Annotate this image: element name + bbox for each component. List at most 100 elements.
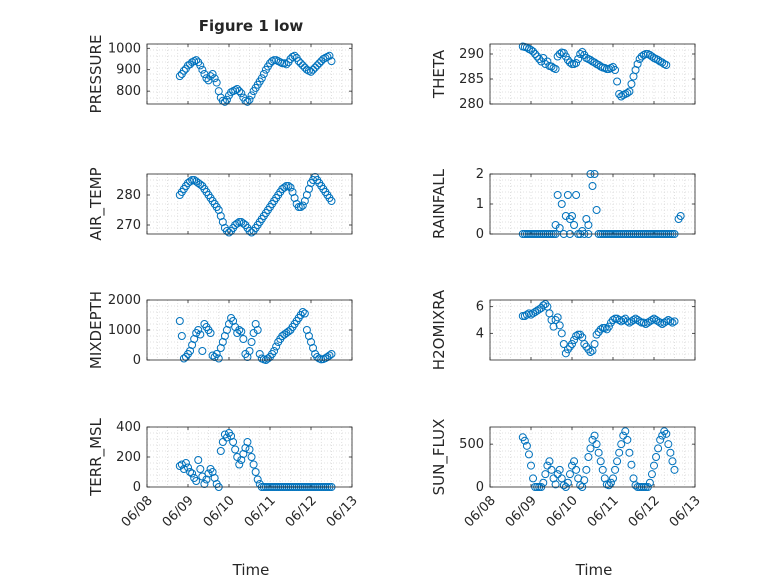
data-point	[551, 316, 560, 324]
y-tick-label: 270	[116, 218, 141, 233]
data-point	[284, 182, 293, 190]
data-point	[527, 46, 535, 54]
y-tick-label: 2	[476, 167, 484, 182]
data-point	[580, 340, 589, 348]
y-axis-label: SUN_FLUX	[430, 419, 449, 496]
data-point	[313, 61, 322, 70]
x-tick-label: 06/08	[119, 493, 156, 530]
data-point	[568, 461, 576, 470]
data-point	[210, 74, 219, 83]
data-point	[202, 74, 211, 83]
data-point	[662, 317, 671, 326]
data-point	[184, 463, 192, 472]
data-point	[253, 475, 262, 484]
data-point	[563, 345, 572, 354]
y-tick-label: 400	[116, 420, 141, 435]
data-point	[539, 478, 548, 487]
y-tick-label: 0	[133, 353, 141, 368]
y-axis-label: TERR_MSL	[87, 417, 106, 496]
data-point	[660, 427, 669, 436]
data-point	[606, 318, 615, 327]
axes-box	[489, 173, 696, 235]
data-point	[233, 85, 242, 93]
data-point	[535, 55, 544, 63]
data-point	[220, 97, 229, 106]
data-point	[645, 317, 654, 326]
data-point	[194, 326, 203, 334]
data-point	[553, 313, 562, 322]
data-point	[208, 351, 217, 360]
data-point	[557, 200, 566, 208]
x-tick-label: 06/08	[462, 493, 499, 530]
data-point	[188, 469, 197, 478]
data-point	[280, 183, 289, 192]
data-point	[327, 57, 336, 66]
data-point	[294, 57, 303, 66]
axes-box	[146, 173, 353, 235]
y-tick-label: 280	[116, 188, 141, 203]
x-tick-label: 06/09	[160, 493, 197, 530]
data-point	[656, 435, 665, 444]
y-tick-label: 500	[459, 437, 484, 452]
x-tick-label: 06/09	[503, 493, 540, 530]
data-point	[251, 468, 260, 476]
y-tick-label: 200	[116, 450, 141, 465]
data-point	[327, 197, 336, 205]
data-point	[602, 325, 611, 334]
data-point	[559, 481, 568, 490]
axes-box	[146, 299, 353, 361]
data-point	[218, 438, 227, 446]
data-point	[206, 72, 215, 81]
data-point	[572, 59, 581, 67]
data-point	[243, 438, 252, 446]
data-point	[529, 474, 538, 483]
data-point	[235, 326, 244, 334]
data-point	[586, 348, 595, 356]
data-point	[576, 481, 585, 490]
data-point	[543, 57, 552, 66]
data-point	[296, 203, 305, 211]
figure-title: Figure 1 low	[199, 17, 304, 35]
data-point	[212, 78, 221, 87]
data-point	[192, 56, 201, 65]
data-point	[592, 330, 601, 339]
y-tick-label: 4	[476, 326, 484, 341]
y-tick-label: 285	[459, 72, 484, 87]
data-point	[270, 347, 279, 355]
data-point	[300, 309, 309, 318]
data-point	[539, 301, 548, 310]
data-point	[592, 206, 601, 214]
y-axis-label: H2OMIXRA	[430, 289, 448, 370]
data-point	[327, 350, 336, 358]
data-point	[617, 317, 626, 326]
data-point	[627, 317, 636, 326]
data-point	[196, 61, 205, 70]
data-point	[676, 212, 685, 220]
data-point	[572, 332, 581, 340]
data-point	[615, 90, 624, 98]
data-point	[656, 318, 665, 327]
data-point	[586, 444, 595, 453]
data-point	[609, 474, 617, 483]
x-tick-label: 06/11	[585, 493, 622, 530]
data-point	[527, 461, 535, 470]
data-point	[537, 304, 546, 312]
data-point	[563, 56, 572, 64]
data-point	[668, 457, 677, 466]
data-point	[643, 318, 652, 327]
data-point	[664, 316, 673, 324]
data-point	[192, 477, 201, 485]
data-point	[520, 312, 529, 320]
data-point	[198, 65, 207, 74]
data-point	[650, 461, 658, 470]
data-point	[615, 448, 624, 457]
data-point	[531, 50, 540, 58]
data-point	[570, 336, 579, 344]
data-point	[563, 191, 572, 199]
data-point	[584, 345, 593, 354]
data-point	[586, 56, 595, 64]
data-point	[522, 310, 531, 319]
x-tick-label: 06/12	[626, 493, 663, 530]
data-point	[604, 322, 613, 331]
